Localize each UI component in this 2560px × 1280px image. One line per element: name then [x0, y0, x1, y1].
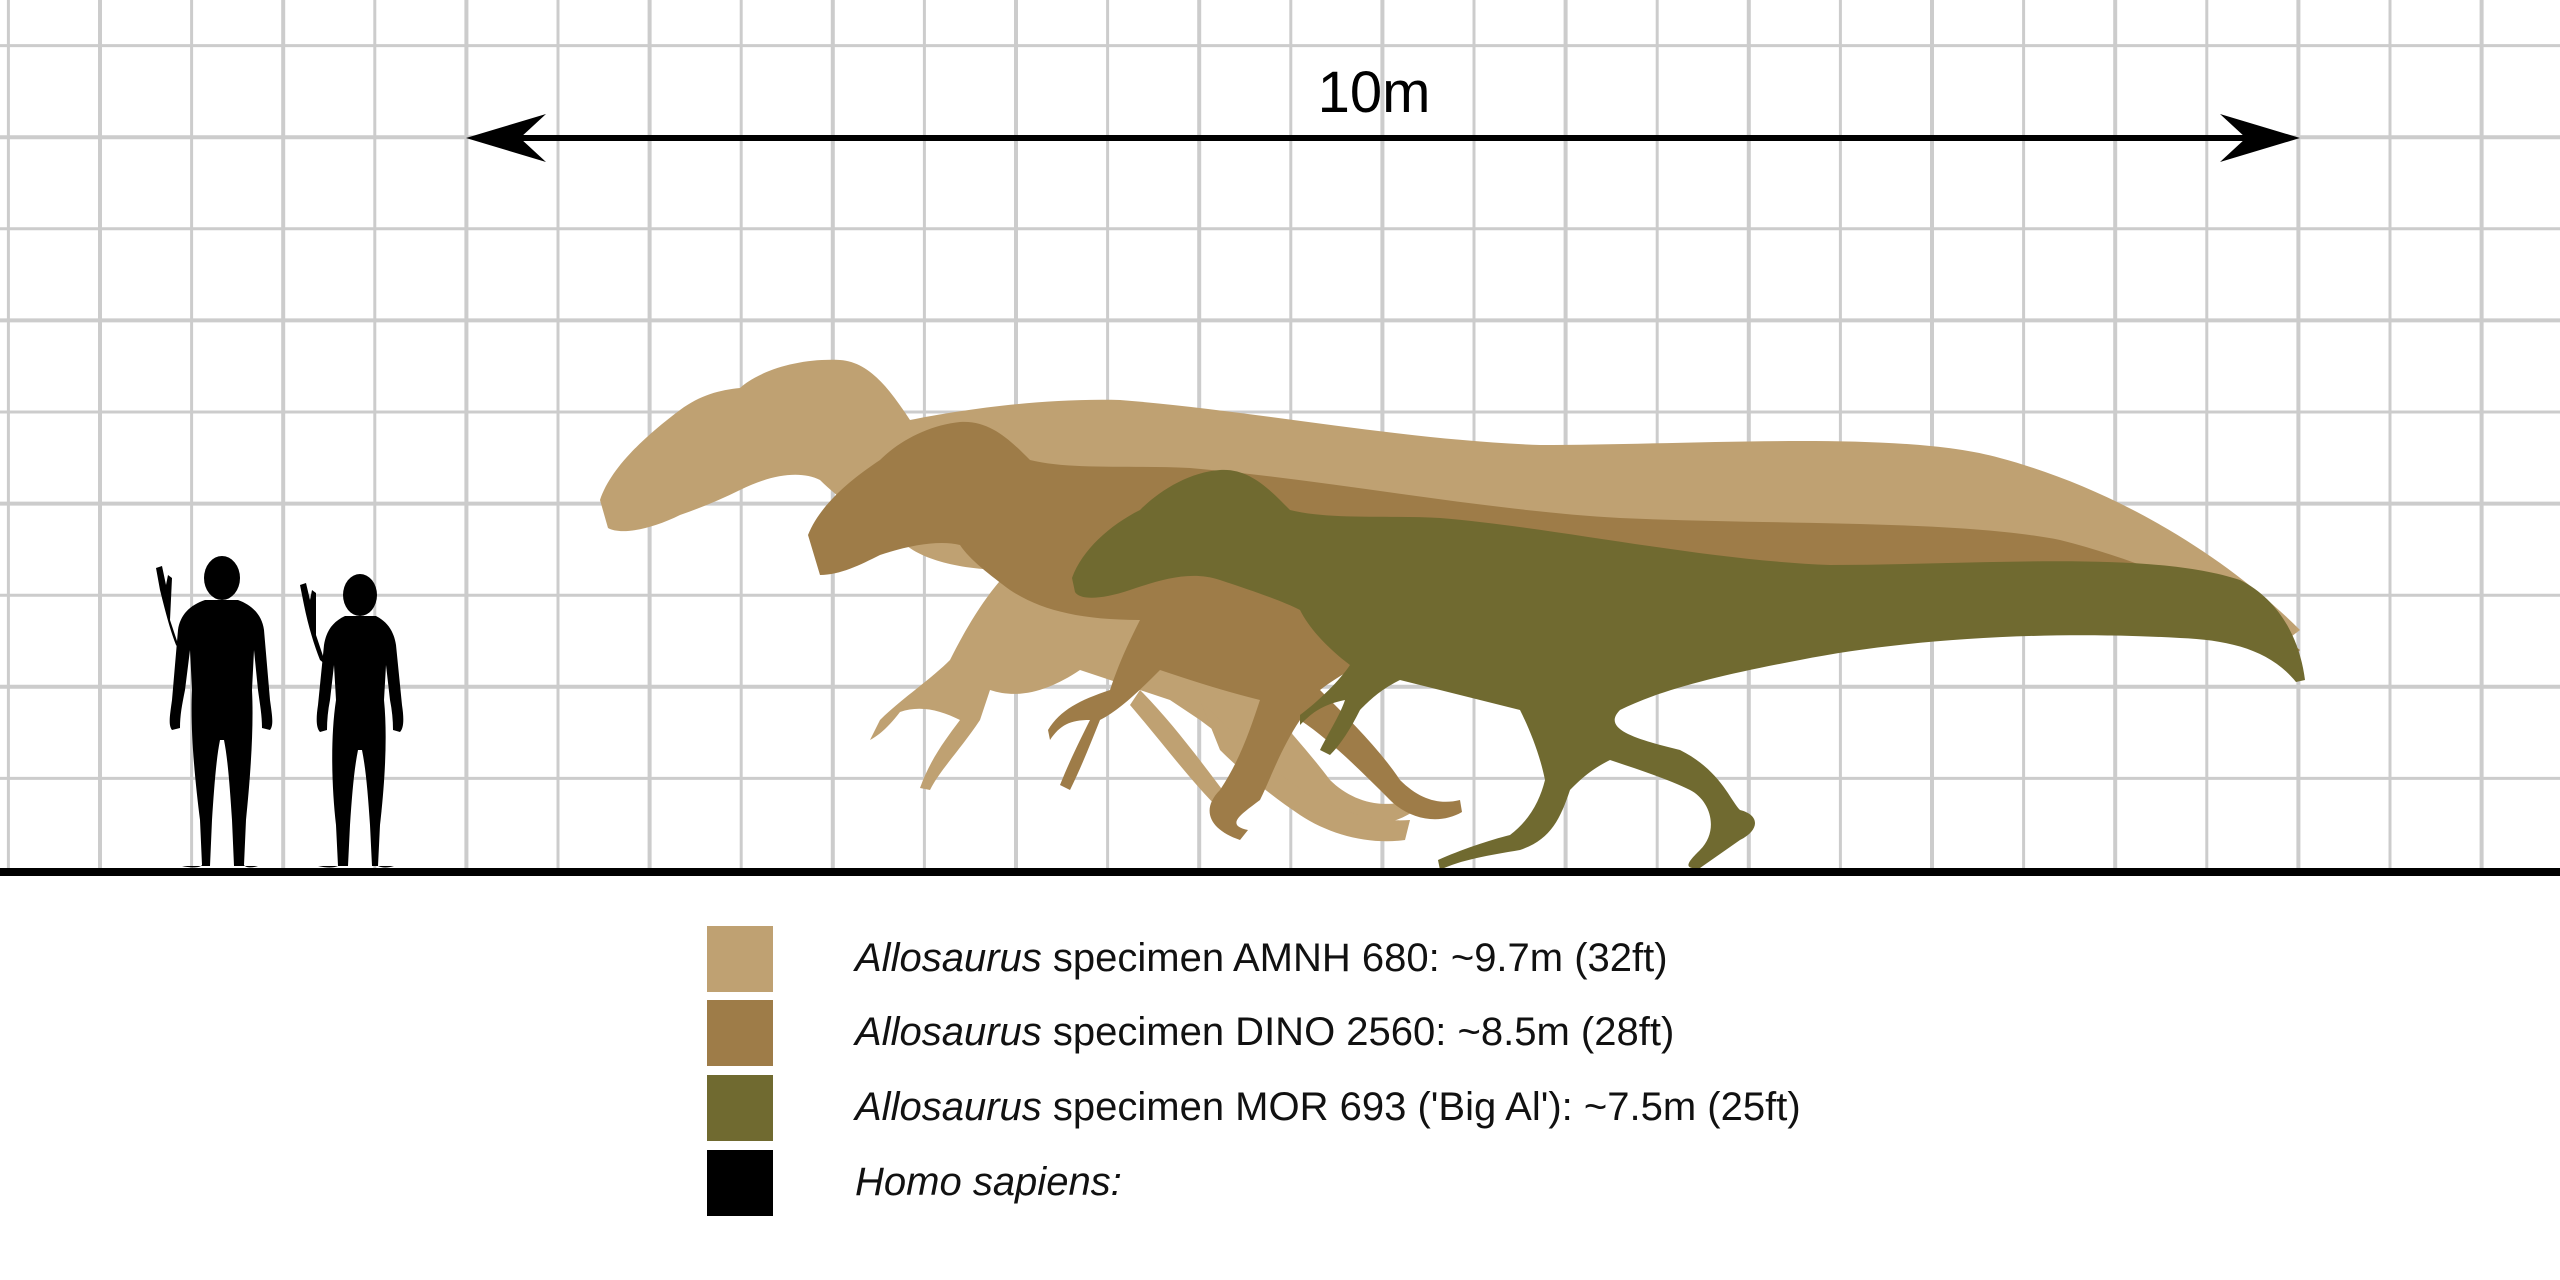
scale-bar-label: 10m	[1318, 60, 1431, 125]
scale-bar: 10m	[466, 60, 2300, 162]
legend-genus: Allosaurus	[855, 936, 1042, 980]
allosaurus-mor-693-silhouette	[1072, 469, 2305, 870]
legend-genus: Allosaurus	[855, 1010, 1042, 1054]
legend-item-homo-sapiens: Homo sapiens:	[707, 1150, 2107, 1218]
scale-bar-left-arrowhead	[466, 114, 546, 162]
legend-swatch-mor-693	[707, 1075, 773, 1141]
human-male-silhouette	[156, 556, 273, 868]
legend-swatch-amnh-680	[707, 926, 773, 992]
legend-item-dino-2560: Allosaurus specimen DINO 2560: ~8.5m (28…	[707, 1000, 2107, 1068]
legend-genus: Homo sapiens:	[855, 1160, 1122, 1204]
legend-label: specimen MOR 693 ('Big Al'): ~7.5m (25ft…	[1041, 1085, 1801, 1129]
legend-swatch-homo-sapiens	[707, 1150, 773, 1216]
legend-label: specimen DINO 2560: ~8.5m (28ft)	[1041, 1010, 1675, 1054]
human-female-silhouette	[300, 574, 404, 868]
legend-swatch-dino-2560	[707, 1000, 773, 1066]
legend-label: specimen AMNH 680: ~9.7m (32ft)	[1041, 936, 1668, 980]
scale-bar-right-arrowhead	[2220, 114, 2300, 162]
ground-line	[0, 868, 2560, 876]
legend-genus: Allosaurus	[855, 1085, 1042, 1129]
legend-item-mor-693: Allosaurus specimen MOR 693 ('Big Al'): …	[707, 1075, 2107, 1143]
legend-item-amnh-680: Allosaurus specimen AMNH 680: ~9.7m (32f…	[707, 926, 2107, 994]
